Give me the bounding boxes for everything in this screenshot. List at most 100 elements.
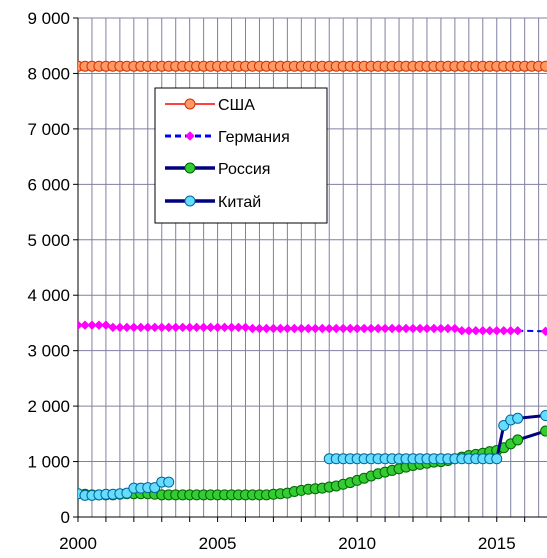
data-point xyxy=(157,322,167,333)
data-point xyxy=(450,323,460,334)
data-point xyxy=(115,322,125,333)
data-point xyxy=(268,323,279,334)
y-tick-label: 2 000 xyxy=(27,397,70,416)
data-point xyxy=(212,322,223,333)
data-point xyxy=(359,323,369,334)
x-tick-label: 2005 xyxy=(199,534,237,553)
data-point xyxy=(415,323,425,334)
legend-marker-russia xyxy=(184,162,196,174)
data-point xyxy=(261,323,272,334)
data-point xyxy=(122,322,132,333)
data-point xyxy=(499,325,509,336)
legend: США Германия Россия Китай xyxy=(154,87,328,224)
data-point xyxy=(191,322,202,333)
legend-marker-china xyxy=(184,195,196,207)
y-ticks: 0 1 000 2 000 3 000 4 000 5 000 6 000 7 000 8 00… xyxy=(27,9,78,527)
data-point xyxy=(540,425,547,437)
data-point xyxy=(457,325,467,336)
y-tick-label: 3 000 xyxy=(27,342,70,361)
data-point xyxy=(254,323,265,334)
data-point xyxy=(443,323,453,334)
data-point xyxy=(198,322,209,333)
x-ticks: 2000 2005 2010 2015 xyxy=(59,517,526,553)
data-point xyxy=(408,323,418,334)
data-point xyxy=(401,323,411,334)
x-tick-label: 2010 xyxy=(338,534,376,553)
data-point xyxy=(540,60,547,72)
data-point xyxy=(338,323,348,334)
data-point xyxy=(491,453,503,465)
data-point xyxy=(373,323,383,334)
data-point xyxy=(296,323,307,334)
data-point xyxy=(485,325,495,336)
x-tick-label: 2015 xyxy=(478,534,516,553)
data-point xyxy=(247,323,258,334)
y-tick-label: 4 000 xyxy=(27,286,70,305)
data-point xyxy=(436,323,446,334)
legend-item-china: Китай xyxy=(165,194,261,211)
data-point xyxy=(205,322,216,333)
data-point xyxy=(380,323,390,334)
legend-label-usa: США xyxy=(218,97,255,114)
data-point xyxy=(163,476,175,488)
legend-label-germany: Германия xyxy=(218,129,290,146)
data-point xyxy=(422,323,432,334)
data-point xyxy=(164,322,174,333)
data-point xyxy=(101,320,111,330)
y-tick-label: 6 000 xyxy=(27,175,70,194)
data-point xyxy=(310,323,320,334)
data-point xyxy=(492,325,502,336)
legend-marker-usa xyxy=(184,98,196,110)
y-tick-label: 1 000 xyxy=(27,453,70,472)
data-point xyxy=(429,323,439,334)
data-point xyxy=(478,325,488,336)
data-point xyxy=(171,322,181,333)
legend-item-germany: Германия xyxy=(165,129,290,146)
data-point xyxy=(184,322,195,333)
data-point xyxy=(143,322,153,333)
data-point xyxy=(289,323,300,334)
data-point xyxy=(303,323,314,334)
data-point xyxy=(540,410,547,422)
data-point xyxy=(506,325,516,336)
data-point xyxy=(282,323,293,334)
data-point xyxy=(366,323,376,334)
data-point xyxy=(317,323,327,334)
series-3 xyxy=(78,410,547,501)
data-point xyxy=(136,322,146,333)
legend-label-china: Китай xyxy=(218,194,261,211)
data-point xyxy=(512,412,524,424)
data-point xyxy=(275,323,286,334)
data-point xyxy=(512,325,523,336)
data-point xyxy=(324,323,334,334)
data-point xyxy=(108,322,118,333)
data-point xyxy=(80,320,90,330)
data-point xyxy=(387,323,397,334)
data-point xyxy=(177,322,188,333)
legend-marker-germany xyxy=(185,131,195,141)
data-point xyxy=(150,322,160,333)
data-point xyxy=(129,322,139,333)
data-point xyxy=(78,320,83,330)
data-point xyxy=(219,322,230,333)
data-point xyxy=(233,322,244,333)
data-point xyxy=(512,434,524,446)
y-tick-label: 0 xyxy=(61,508,70,527)
legend-item-russia: Россия xyxy=(165,161,270,178)
data-point xyxy=(94,320,104,330)
y-tick-label: 5 000 xyxy=(27,231,70,250)
data-point xyxy=(87,320,97,330)
legend-label-russia: Россия xyxy=(218,161,270,178)
series-0 xyxy=(78,60,547,72)
data-point xyxy=(240,322,251,333)
x-tick-label: 2000 xyxy=(59,534,97,553)
y-tick-label: 9 000 xyxy=(27,9,70,28)
data-point xyxy=(352,323,362,334)
data-point xyxy=(226,322,237,333)
data-point xyxy=(471,325,481,336)
y-tick-label: 8 000 xyxy=(27,64,70,83)
data-point xyxy=(345,323,355,334)
data-point xyxy=(540,326,547,336)
y-tick-label: 7 000 xyxy=(27,120,70,139)
